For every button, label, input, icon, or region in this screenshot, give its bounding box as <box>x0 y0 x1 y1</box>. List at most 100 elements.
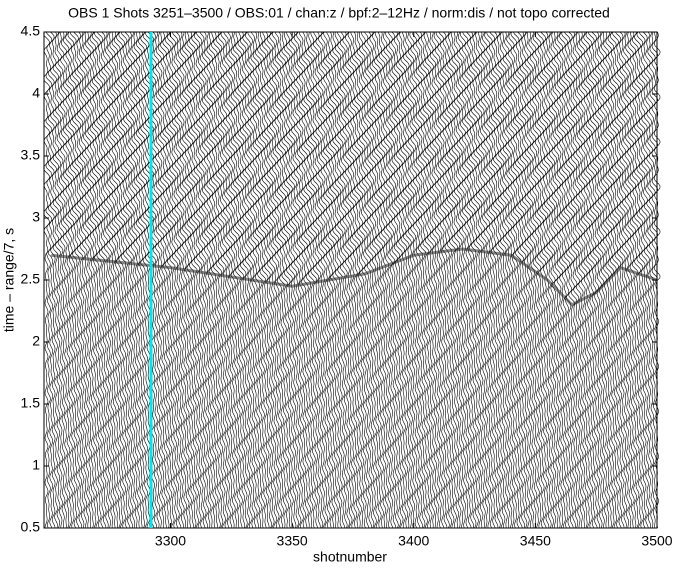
wiggle <box>81 31 89 529</box>
wiggle <box>164 31 172 529</box>
wiggle <box>410 31 418 529</box>
x-tick-label: 3450 <box>520 533 551 549</box>
wiggle <box>308 32 315 529</box>
wiggle <box>259 31 267 529</box>
wiggle <box>537 31 544 529</box>
wiggle <box>286 31 293 529</box>
wiggle <box>446 31 454 529</box>
wiggle <box>191 31 198 529</box>
x-tick-label: 3350 <box>277 533 308 549</box>
wiggle <box>515 31 522 529</box>
wiggle <box>532 31 539 529</box>
wiggle <box>585 31 593 529</box>
wiggle <box>417 31 425 529</box>
wiggle <box>79 31 87 529</box>
wiggle <box>612 31 619 528</box>
wiggle <box>347 31 355 529</box>
wiggle <box>228 31 235 529</box>
wiggle <box>512 31 520 529</box>
wiggle <box>101 31 108 529</box>
wiggle <box>169 31 176 529</box>
wiggle <box>471 31 478 529</box>
wiggle <box>203 31 211 528</box>
wiggle <box>500 31 507 528</box>
wiggle <box>91 31 99 529</box>
wiggle <box>237 31 245 529</box>
x-tick-label: 3400 <box>398 533 429 549</box>
wiggle <box>548 31 556 529</box>
wiggle <box>188 31 196 529</box>
wiggle <box>276 31 284 529</box>
y-tick-label: 1 <box>32 457 40 473</box>
wiggle <box>364 31 371 529</box>
wiggle <box>118 31 126 529</box>
wiggle <box>495 31 503 529</box>
wiggle <box>182 31 189 529</box>
wiggle <box>527 31 534 529</box>
y-tick-label: 3.5 <box>21 147 41 163</box>
y-tick-label: 4.5 <box>21 23 41 39</box>
wiggle <box>570 31 578 529</box>
wiggle <box>179 31 187 529</box>
wiggle <box>371 31 379 529</box>
wiggle <box>62 31 70 529</box>
wiggle <box>354 31 362 528</box>
wiggle <box>631 31 639 529</box>
wiggle <box>113 31 121 529</box>
wiggle <box>490 31 498 529</box>
wiggle <box>184 31 192 529</box>
wiggle <box>176 31 184 529</box>
wiggle <box>196 32 203 529</box>
wiggle <box>510 31 518 529</box>
wiggle <box>592 31 600 529</box>
wiggle <box>466 31 474 529</box>
wiggle <box>464 31 471 529</box>
wiggle <box>315 31 323 529</box>
wiggle <box>400 31 408 529</box>
wiggle <box>381 31 388 529</box>
x-tick-label: 3300 <box>155 533 186 549</box>
wiggle <box>208 31 216 529</box>
wiggle <box>383 31 391 528</box>
arrival-line <box>51 247 658 307</box>
wiggle <box>616 31 624 529</box>
wiggle <box>271 31 279 529</box>
wiggle <box>266 31 274 529</box>
wiggle <box>505 31 513 529</box>
wiggle <box>230 31 238 529</box>
wiggle <box>283 31 291 529</box>
wiggle <box>634 31 641 529</box>
wiggle <box>376 31 384 529</box>
wiggle <box>636 31 644 529</box>
wiggle <box>378 31 386 529</box>
wiggle <box>546 31 553 529</box>
wiggle <box>454 31 461 528</box>
wiggle <box>50 31 57 529</box>
wiggle <box>296 31 303 529</box>
wiggle <box>55 31 62 529</box>
wiggle <box>541 31 549 529</box>
y-tick-label: 1.5 <box>21 395 41 411</box>
wiggle <box>303 31 311 529</box>
wiggle <box>621 31 629 529</box>
wiggle <box>334 31 342 529</box>
wiggle <box>624 31 632 529</box>
wiggle <box>337 31 344 529</box>
wiggle <box>388 31 396 529</box>
wiggle <box>125 31 133 529</box>
wiggle <box>359 31 366 529</box>
wiggle <box>619 31 627 529</box>
wiggle <box>57 31 65 529</box>
wiggle <box>312 31 320 529</box>
wiggle <box>559 31 566 529</box>
x-axis-label: shotnumber <box>313 549 387 565</box>
wiggle <box>111 31 119 529</box>
wiggle <box>529 31 537 529</box>
wiggle <box>257 31 264 529</box>
y-tick-label: 4 <box>32 85 40 101</box>
wiggle <box>130 31 138 529</box>
wiggle <box>281 31 289 529</box>
wiggle <box>391 31 398 529</box>
wiggle <box>344 31 352 529</box>
wiggle <box>459 31 466 529</box>
